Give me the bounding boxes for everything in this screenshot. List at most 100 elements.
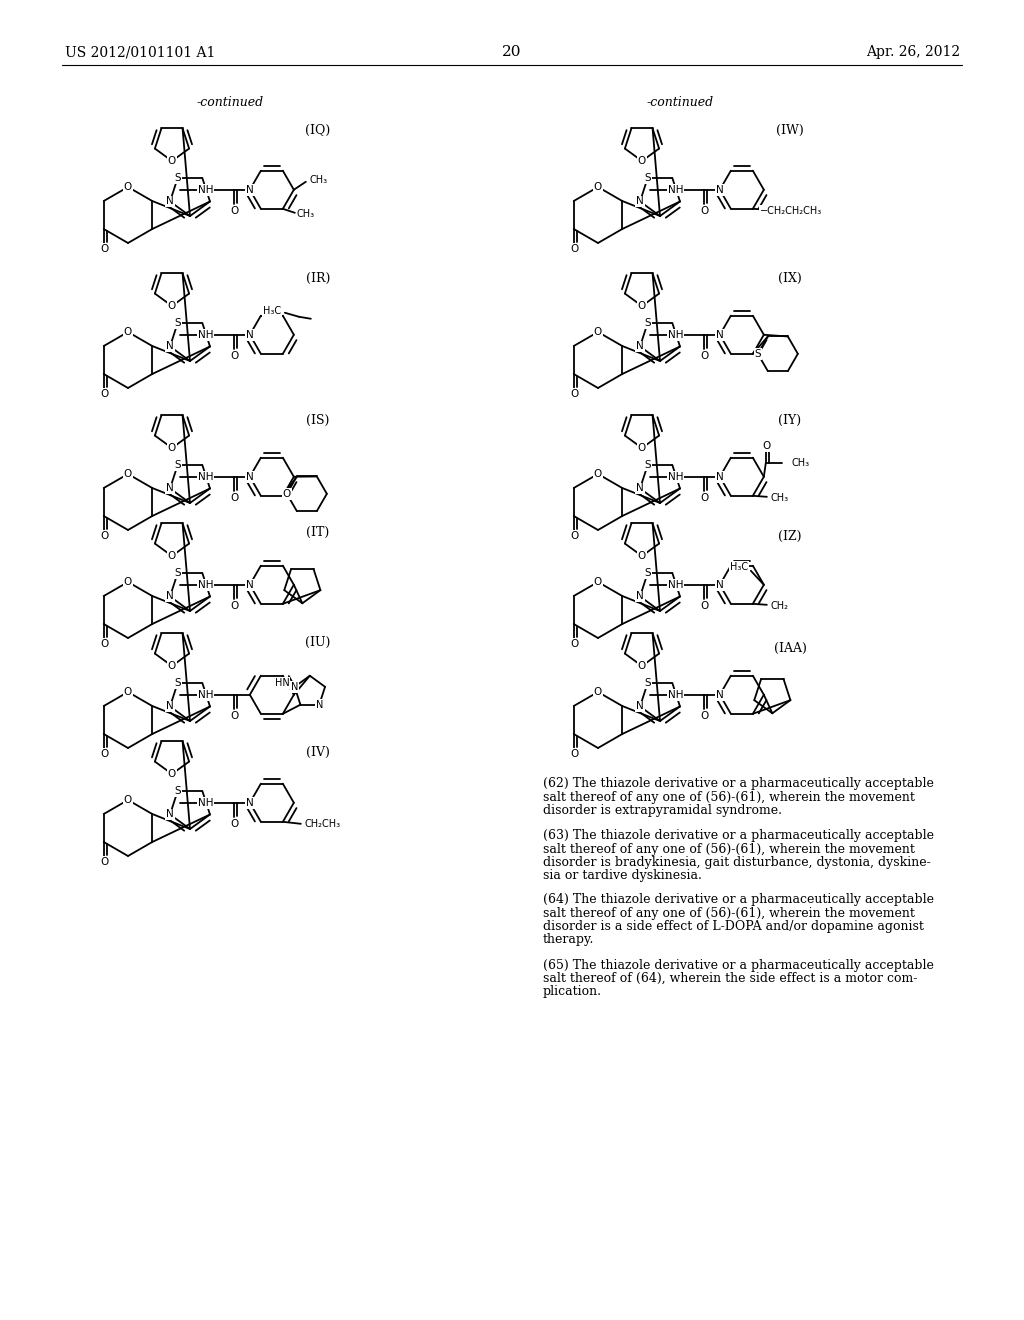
Text: NH: NH: [668, 471, 684, 482]
Text: O: O: [230, 601, 239, 611]
Text: CH₂: CH₂: [771, 601, 788, 611]
Text: O: O: [124, 327, 132, 337]
Text: NH: NH: [668, 579, 684, 590]
Text: (IY): (IY): [778, 413, 802, 426]
Text: N: N: [716, 330, 724, 339]
Text: N: N: [716, 185, 724, 195]
Text: N: N: [246, 471, 254, 482]
Text: O: O: [124, 577, 132, 587]
Text: S: S: [644, 459, 651, 470]
Text: O: O: [100, 639, 109, 649]
Text: N: N: [166, 809, 174, 820]
Text: O: O: [230, 710, 239, 721]
Text: O: O: [124, 182, 132, 191]
Text: O: O: [570, 389, 579, 399]
Text: N: N: [315, 700, 323, 710]
Text: NH: NH: [198, 579, 214, 590]
Text: O: O: [168, 770, 176, 779]
Text: O: O: [570, 748, 579, 759]
Text: (62) The thiazole derivative or a pharmaceutically acceptable: (62) The thiazole derivative or a pharma…: [543, 777, 934, 791]
Text: O: O: [763, 441, 771, 450]
Text: (IS): (IS): [306, 413, 330, 426]
Text: N: N: [716, 471, 724, 482]
Text: NH: NH: [198, 185, 214, 195]
Text: O: O: [168, 661, 176, 671]
Text: N: N: [166, 591, 174, 602]
Text: O: O: [700, 351, 709, 360]
Text: (65) The thiazole derivative or a pharmaceutically acceptable: (65) The thiazole derivative or a pharma…: [543, 958, 934, 972]
Text: O: O: [168, 156, 176, 166]
Text: N: N: [636, 197, 644, 206]
Text: O: O: [570, 244, 579, 253]
Text: N: N: [246, 330, 254, 339]
Text: O: O: [638, 661, 646, 671]
Text: NH: NH: [668, 330, 684, 339]
Text: O: O: [283, 488, 291, 499]
Text: O: O: [700, 492, 709, 503]
Text: (IQ): (IQ): [305, 124, 331, 136]
Text: O: O: [700, 601, 709, 611]
Text: salt thereof of any one of (56)-(61), wherein the movement: salt thereof of any one of (56)-(61), wh…: [543, 791, 914, 804]
Text: (63) The thiazole derivative or a pharmaceutically acceptable: (63) The thiazole derivative or a pharma…: [543, 829, 934, 842]
Text: O: O: [594, 182, 602, 191]
Text: therapy.: therapy.: [543, 933, 594, 946]
Text: CH₃: CH₃: [297, 209, 315, 219]
Text: HN: HN: [274, 677, 290, 688]
Text: sia or tardive dyskinesia.: sia or tardive dyskinesia.: [543, 869, 701, 882]
Text: O: O: [230, 818, 239, 829]
Text: O: O: [594, 577, 602, 587]
Text: S: S: [644, 568, 651, 578]
Text: plication.: plication.: [543, 985, 602, 998]
Text: NH: NH: [198, 690, 214, 700]
Text: S: S: [644, 678, 651, 688]
Text: O: O: [124, 686, 132, 697]
Text: N: N: [291, 682, 298, 692]
Text: (IU): (IU): [305, 635, 331, 648]
Text: O: O: [638, 444, 646, 453]
Text: N: N: [246, 579, 254, 590]
Text: O: O: [100, 857, 109, 867]
Text: S: S: [644, 173, 651, 183]
Text: S: S: [174, 785, 181, 796]
Text: -continued: -continued: [197, 96, 263, 110]
Text: N: N: [716, 579, 724, 590]
Text: O: O: [700, 710, 709, 721]
Text: N: N: [636, 342, 644, 351]
Text: NH: NH: [198, 471, 214, 482]
Text: O: O: [700, 206, 709, 215]
Text: N: N: [246, 185, 254, 195]
Text: -continued: -continued: [646, 96, 714, 110]
Text: O: O: [594, 686, 602, 697]
Text: NH: NH: [198, 330, 214, 339]
Text: O: O: [100, 531, 109, 541]
Text: salt thereof of any one of (56)-(61), wherein the movement: salt thereof of any one of (56)-(61), wh…: [543, 842, 914, 855]
Text: NH: NH: [668, 185, 684, 195]
Text: H₃C: H₃C: [263, 306, 281, 315]
Text: (64) The thiazole derivative or a pharmaceutically acceptable: (64) The thiazole derivative or a pharma…: [543, 894, 934, 907]
Text: O: O: [168, 550, 176, 561]
Text: CH₃: CH₃: [771, 492, 788, 503]
Text: O: O: [100, 389, 109, 399]
Text: O: O: [100, 748, 109, 759]
Text: N: N: [636, 701, 644, 711]
Text: Apr. 26, 2012: Apr. 26, 2012: [866, 45, 961, 59]
Text: (IW): (IW): [776, 124, 804, 136]
Text: NH: NH: [668, 690, 684, 700]
Text: S: S: [174, 568, 181, 578]
Text: O: O: [570, 531, 579, 541]
Text: O: O: [594, 327, 602, 337]
Text: N: N: [636, 483, 644, 494]
Text: (IT): (IT): [306, 525, 330, 539]
Text: (IX): (IX): [778, 272, 802, 285]
Text: CH₂CH₃: CH₂CH₃: [305, 818, 341, 829]
Text: (IZ): (IZ): [778, 529, 802, 543]
Text: O: O: [570, 639, 579, 649]
Text: N: N: [166, 483, 174, 494]
Text: O: O: [230, 351, 239, 360]
Text: N: N: [636, 591, 644, 602]
Text: O: O: [230, 206, 239, 215]
Text: N: N: [166, 197, 174, 206]
Text: O: O: [168, 444, 176, 453]
Text: NH: NH: [198, 797, 214, 808]
Text: N: N: [716, 690, 724, 700]
